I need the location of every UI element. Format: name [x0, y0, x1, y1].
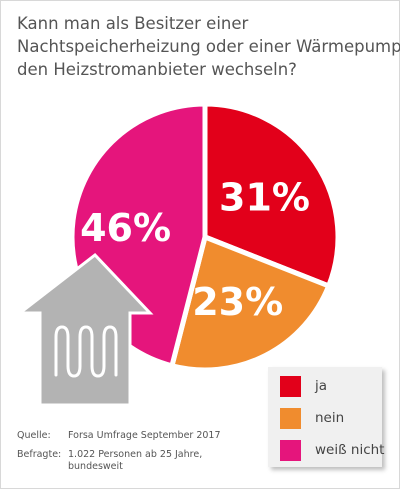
source-row-quelle: Quelle: Forsa Umfrage September 2017 [17, 430, 221, 442]
source-row-befragte: Befragte: 1.022 Personen ab 25 Jahre, bu… [17, 449, 221, 473]
legend-swatch-ja [280, 375, 301, 397]
chart-title: Kann man als Besitzer einer Nachtspeiche… [17, 12, 400, 81]
pie-slice-nein [169, 234, 332, 373]
legend-label-nein: nein [315, 410, 345, 426]
house-heater-icon [15, 252, 154, 407]
source-quelle-label: Quelle: [17, 430, 51, 441]
source-befragte-value-line-2: bundesweit [68, 461, 123, 472]
legend-item-nein: nein [280, 407, 344, 429]
pie-slice-ja [202, 101, 341, 289]
source-notes: Quelle: Forsa Umfrage September 2017 Bef… [17, 430, 221, 473]
chart-title-line-1: Kann man als Besitzer einer [17, 14, 249, 33]
chart-title-line-3: den Heizstromanbieter wechseln? [17, 60, 297, 79]
source-befragte-value-line-1: 1.022 Personen ab 25 Jahre, [68, 449, 203, 460]
chart-legend: ja nein weiß nicht [268, 367, 384, 467]
data-label-nein: 23% [192, 280, 283, 324]
legend-swatch-weiss-nicht [280, 439, 301, 461]
data-label-ja: 31% [219, 176, 310, 220]
legend-item-weiss-nicht: weiß nicht [280, 439, 384, 461]
source-quelle-value: Forsa Umfrage September 2017 [68, 430, 221, 441]
pie-slices [69, 101, 341, 373]
legend-swatch-nein [280, 407, 301, 429]
legend-label-ja: ja [315, 378, 328, 394]
pie-data-labels: 31% 23% 46% [80, 176, 310, 325]
source-befragte-label: Befragte: [17, 449, 62, 460]
data-label-weiss-nicht: 46% [80, 206, 171, 250]
legend-label-weiss-nicht: weiß nicht [315, 442, 385, 458]
chart-title-line-2: Nachtspeicherheizung oder einer Wärmepum… [17, 37, 400, 56]
legend-item-ja: ja [280, 375, 327, 397]
source-befragte-value: 1.022 Personen ab 25 Jahre, bundesweit [68, 449, 202, 473]
